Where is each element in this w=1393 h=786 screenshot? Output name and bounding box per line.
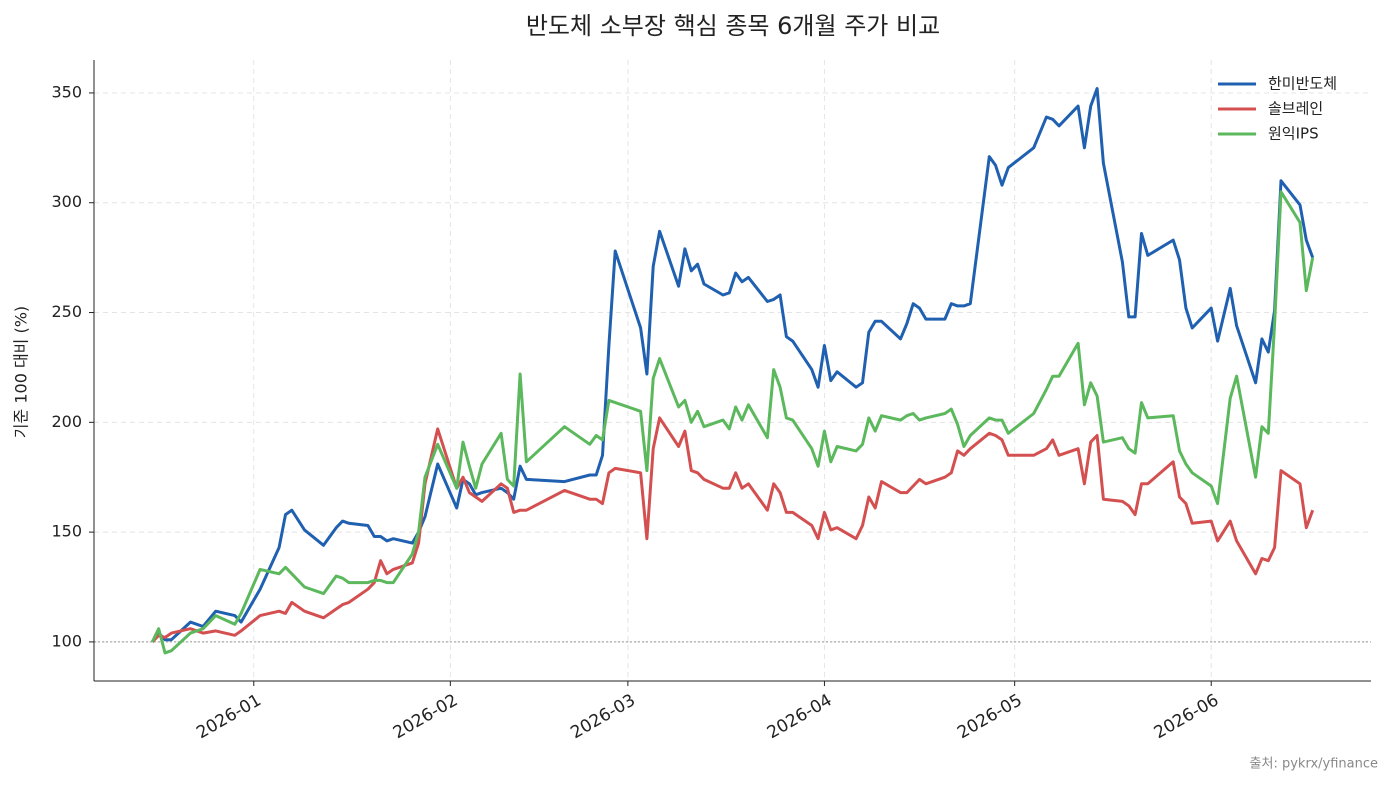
y-tick-label: 250 bbox=[51, 302, 82, 321]
y-tick-label: 150 bbox=[51, 522, 82, 541]
x-tick-label: 2026-03 bbox=[567, 690, 639, 743]
chart-title: 반도체 소부장 핵심 종목 6개월 주가 비교 bbox=[526, 12, 940, 40]
series-line bbox=[150, 190, 1315, 655]
y-tick-label: 300 bbox=[51, 192, 82, 211]
x-tick-label: 2026-06 bbox=[1151, 690, 1223, 743]
legend-label: 솔브레인 bbox=[1268, 100, 1323, 118]
x-tick-label: 2026-04 bbox=[764, 690, 836, 743]
legend-label: 한미반도체 bbox=[1268, 75, 1337, 93]
series-line bbox=[151, 416, 1315, 643]
y-tick-label: 200 bbox=[51, 412, 82, 431]
y-tick-label: 100 bbox=[51, 631, 82, 650]
y-axis-label: 기준 100 대비 (%) bbox=[12, 306, 31, 438]
x-tick-label: 2026-02 bbox=[390, 690, 462, 743]
x-tick-label: 2026-05 bbox=[954, 690, 1026, 743]
source-note: 출처: pykrx/yfinance bbox=[1250, 757, 1378, 772]
series-line bbox=[151, 87, 1315, 643]
x-tick-label: 2026-01 bbox=[193, 690, 265, 743]
y-tick-label: 350 bbox=[51, 82, 82, 101]
legend-label: 원익IPS bbox=[1268, 125, 1319, 143]
